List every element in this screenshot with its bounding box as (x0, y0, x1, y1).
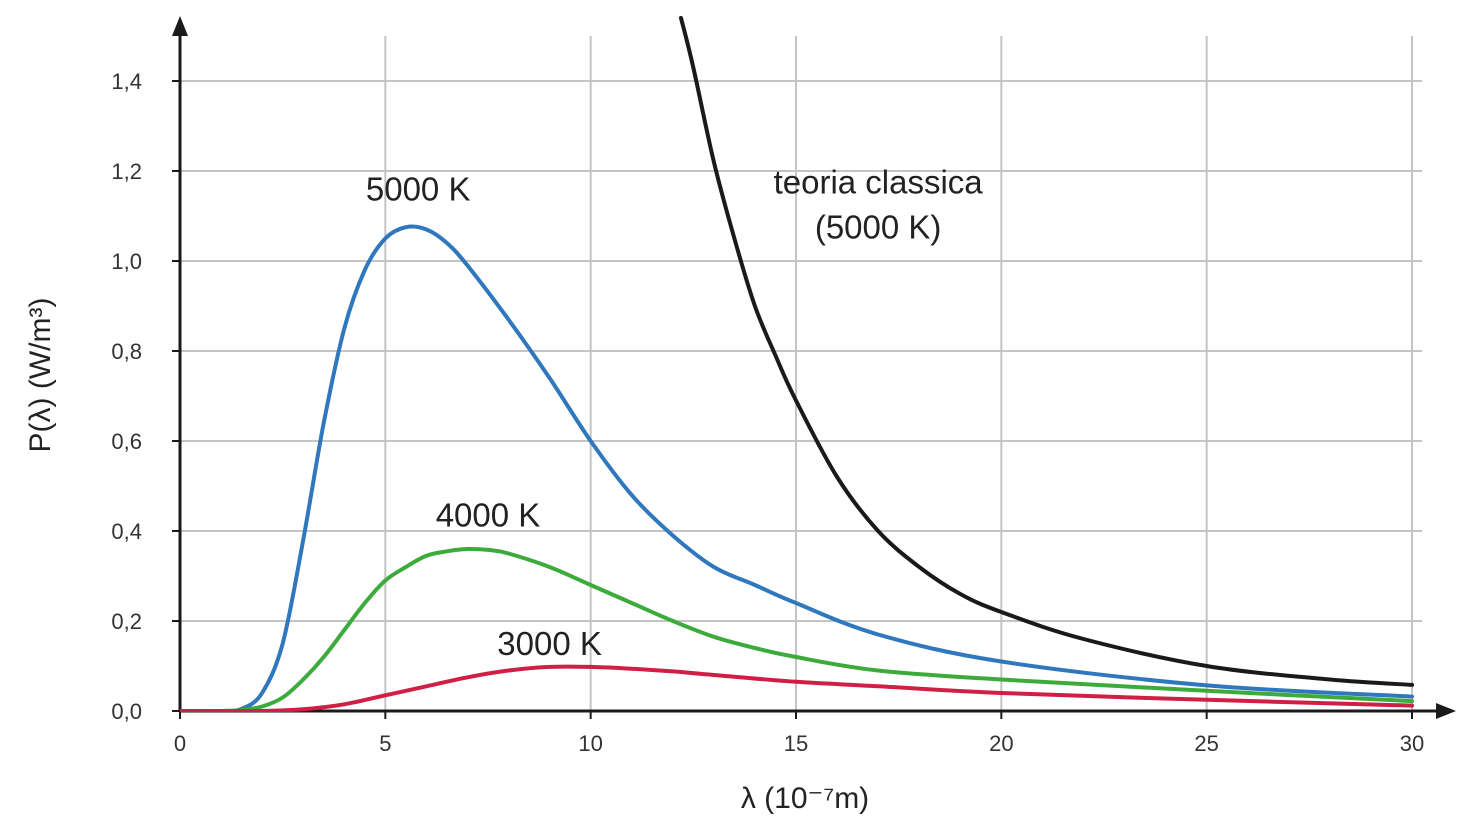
x-tick-label: 15 (784, 731, 808, 756)
y-tick-labels: 0,0 0,2 0,4 0,6 0,8 1,0 1,2 1,4 (111, 69, 180, 724)
y-tick-label: 1,2 (111, 159, 142, 184)
series-line-3 (679, 16, 1414, 687)
y-tick-label: 1,0 (111, 249, 142, 274)
series-group (180, 16, 1414, 712)
y-tick-label: 0,8 (111, 339, 142, 364)
y-axis-arrow (172, 16, 188, 36)
annotation-label: teoria classica (774, 164, 984, 201)
x-axis-title: λ (10⁻⁷m) (741, 782, 869, 815)
x-tick-label: 25 (1194, 731, 1218, 756)
annotations: 5000 K 4000 K 3000 K teoria classica (5000 K… (366, 164, 983, 662)
y-axis-title: P(λ) (W/m³) (24, 298, 57, 453)
annotation-label: 5000 K (366, 170, 471, 207)
y-tick-label: 1,4 (111, 69, 142, 94)
series-line-0 (180, 224, 1414, 712)
y-tick-label: 0,0 (111, 699, 142, 724)
y-tick-label: 0,2 (111, 609, 142, 634)
x-tick-labels: 0 5 10 15 20 25 30 (174, 711, 1424, 756)
series-line-1 (180, 546, 1414, 712)
x-tick-label: 20 (989, 731, 1013, 756)
grid (180, 36, 1422, 711)
y-tick-label: 0,4 (111, 519, 142, 544)
annotation-label: (5000 K) (815, 209, 942, 246)
y-tick-label: 0,6 (111, 429, 142, 454)
x-tick-label: 5 (379, 731, 391, 756)
x-tick-label: 0 (174, 731, 186, 756)
x-tick-label: 10 (578, 731, 602, 756)
series-line-2 (180, 664, 1414, 712)
axes (172, 16, 1456, 719)
annotation-label: 3000 K (497, 625, 602, 662)
x-axis-arrow (1436, 703, 1456, 719)
x-tick-label: 30 (1400, 731, 1424, 756)
annotation-label: 4000 K (436, 497, 541, 534)
